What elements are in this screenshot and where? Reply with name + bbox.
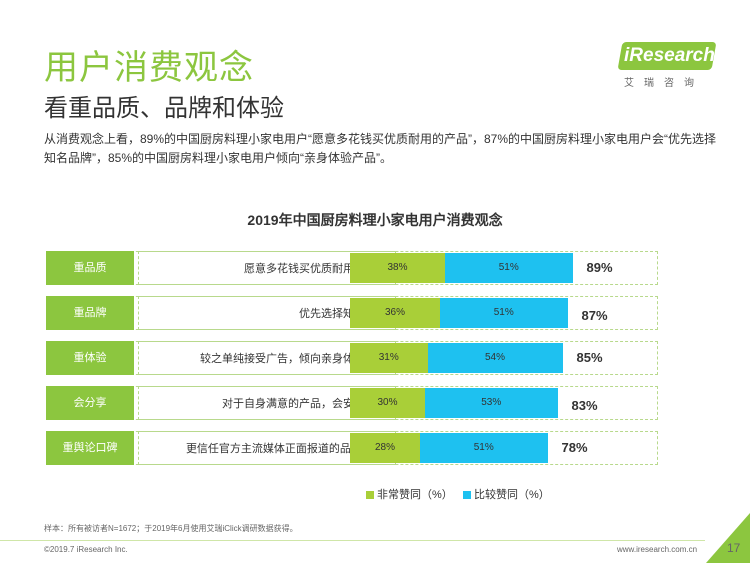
category-label: 重品牌 — [46, 296, 134, 330]
iresearch-logo: iResearch 艾瑞咨询 — [617, 42, 717, 89]
category-label: 会分享 — [46, 386, 134, 420]
summary-text: 从消费观念上看，89%的中国厨房料理小家电用户“愿意多花钱买优质耐用的产品”，8… — [44, 132, 717, 165]
total-label: 78% — [561, 440, 588, 455]
footer-url: www.iresearch.com.cn — [617, 545, 698, 554]
description-label: 更信任官方主流媒体正面报道的品牌/产品 — [185, 443, 387, 455]
logo-text: iResearch — [624, 45, 715, 66]
bar-agree: 51% — [440, 298, 568, 328]
page-subtitle: 看重品质、品牌和体验 — [44, 95, 284, 122]
legend-swatch-blue — [463, 491, 471, 500]
legend-label: 比较赞同（%） — [474, 489, 550, 501]
chart-row: 会分享 对于自身满意的产品，会安利他人 30% 53% 83% — [46, 386, 658, 420]
legend-label: 非常赞同（%） — [377, 489, 453, 501]
bar-very-agree: 38% — [350, 253, 445, 283]
bar-agree: 51% — [445, 253, 573, 283]
bar-very-agree: 36% — [350, 298, 440, 328]
category-label: 重品质 — [46, 251, 134, 285]
legend-item-agree: 比较赞同（%） — [463, 486, 550, 502]
footer-divider — [0, 540, 705, 541]
description-label: 对于自身满意的产品，会安利他人 — [222, 398, 387, 410]
copyright: ©2019.7 iResearch Inc. — [44, 545, 128, 554]
corner-decoration — [706, 513, 750, 563]
chart-row: 重体验 较之单纯接受广告，倾向亲身体验产品 31% 54% 85% — [46, 341, 658, 375]
category-label: 重舆论口碑 — [46, 431, 134, 465]
bar-very-agree: 31% — [350, 343, 428, 373]
bar-agree: 53% — [425, 388, 558, 418]
total-label: 87% — [581, 308, 608, 323]
bar-agree: 51% — [420, 433, 548, 463]
description-label: 较之单纯接受广告，倾向亲身体验产品 — [200, 353, 387, 365]
total-label: 85% — [576, 350, 603, 365]
legend-swatch-green — [366, 491, 374, 500]
category-label: 重体验 — [46, 341, 134, 375]
bar-agree: 54% — [427, 343, 563, 373]
chart-row: 重舆论口碑 更信任官方主流媒体正面报道的品牌/产品 28% 51% 78% — [46, 431, 658, 465]
bar-very-agree: 28% — [350, 433, 420, 463]
sample-note: 样本：所有被访者N=1672；于2019年6月使用艾瑞iClick调研数据获得。 — [44, 524, 298, 533]
chart-row: 重品质 愿意多花钱买优质耐用的产品 38% 51% 89% — [46, 251, 658, 285]
chart-title: 2019年中国厨房料理小家电用户消费观念 — [247, 212, 503, 228]
bar-very-agree: 30% — [350, 388, 425, 418]
total-label: 83% — [571, 398, 598, 413]
logo-subtext: 艾瑞咨询 — [624, 78, 704, 89]
chart-row: 重品牌 优先选择知名品牌 36% 51% 87% — [46, 296, 658, 330]
page-title: 用户消费观念 — [44, 49, 254, 87]
total-label: 89% — [586, 260, 613, 275]
page-number: 17 — [727, 541, 741, 555]
legend-item-very-agree: 非常赞同（%） — [366, 486, 453, 502]
